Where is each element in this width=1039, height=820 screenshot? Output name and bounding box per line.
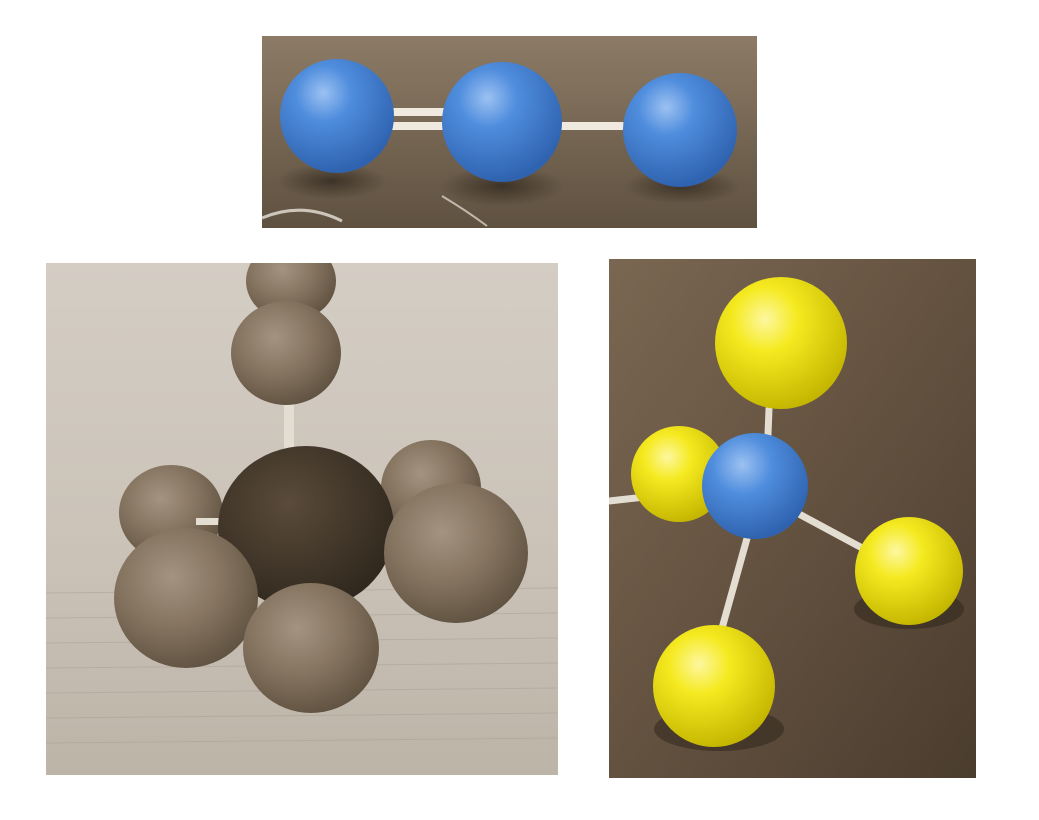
yellow-atom — [631, 426, 727, 522]
photo-linear-molecule-model — [262, 36, 757, 228]
photo-tetrahedral-clay-model — [46, 263, 558, 775]
linear-molecule-illustration — [262, 36, 757, 228]
yellow-atom — [855, 517, 963, 625]
tan-atom — [231, 301, 341, 405]
tan-atom — [243, 583, 379, 713]
blue-atom — [442, 62, 562, 182]
tan-atom — [114, 528, 258, 668]
tan-atom — [384, 483, 528, 623]
tetrahedral-molecule-illustration — [609, 259, 976, 778]
photo-tetrahedral-colored-model — [609, 259, 976, 778]
single-bond-stick — [554, 122, 626, 130]
double-bond-stick — [384, 122, 454, 130]
blue-atom — [280, 59, 394, 173]
yellow-atom — [653, 625, 775, 747]
dark-central-atom — [218, 446, 394, 610]
double-bond-stick — [382, 108, 452, 116]
blue-atom — [623, 73, 737, 187]
yellow-atom — [715, 277, 847, 409]
clay-molecule-illustration — [46, 263, 558, 775]
blue-central-atom — [702, 433, 808, 539]
